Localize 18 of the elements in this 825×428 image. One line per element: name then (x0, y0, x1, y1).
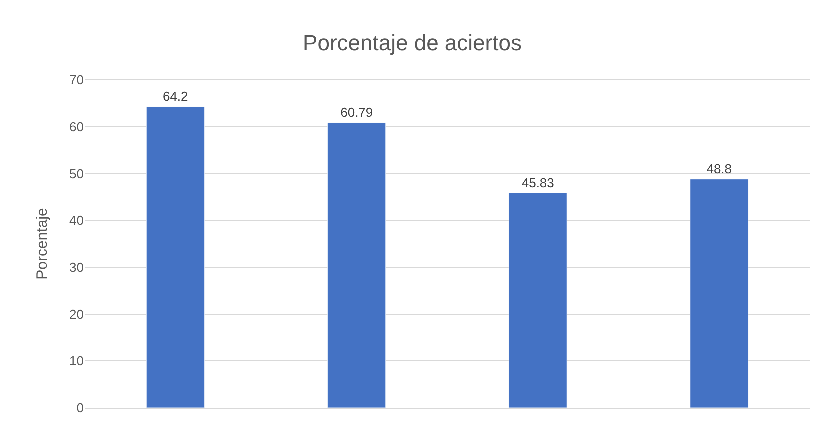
y-tick-label: 70 (70, 72, 84, 88)
bar (508, 193, 568, 408)
y-tick-label: 30 (70, 260, 84, 275)
y-tick-label: 0 (76, 400, 84, 416)
y-tick-label: 50 (70, 166, 84, 182)
y-axis-title: Porcentaje (34, 208, 51, 280)
chart-title: Porcentaje de aciertos (303, 30, 522, 56)
bar (146, 106, 205, 408)
y-tick-label: 10 (70, 354, 84, 369)
data-label: 60.79 (340, 105, 374, 120)
y-tick-label: 40 (70, 213, 84, 228)
bar (328, 122, 386, 408)
y-tick-label: 60 (70, 119, 84, 134)
bar (690, 179, 749, 408)
y-tick-label: 20 (70, 306, 84, 322)
data-label: 45.83 (522, 175, 554, 190)
data-label: 64.2 (162, 89, 188, 104)
data-label: 48.8 (706, 161, 732, 176)
